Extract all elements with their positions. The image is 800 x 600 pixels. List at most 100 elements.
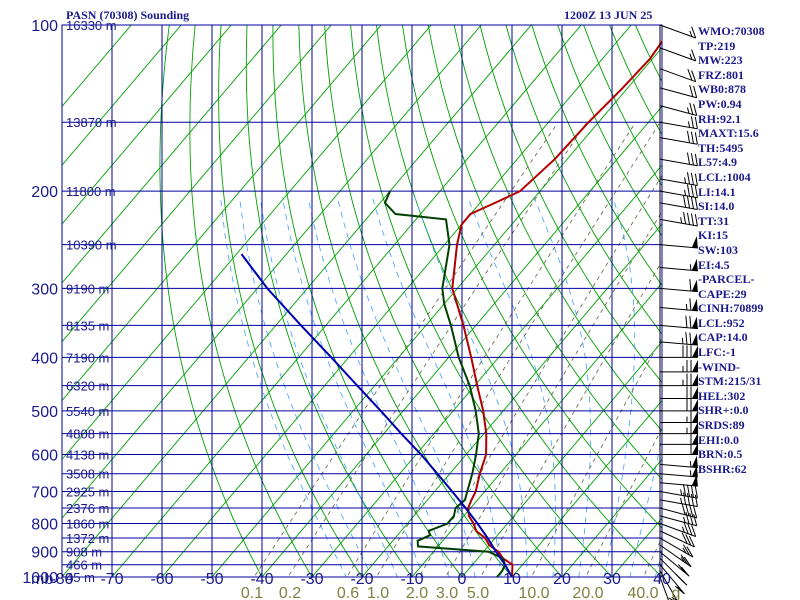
pressure-tick-label: 1000	[22, 570, 58, 587]
moist-adiabat	[414, 196, 528, 577]
index-line: SRDS:89	[698, 418, 745, 433]
isotherm	[62, 25, 532, 577]
mixing-ratio-label: 40.0	[627, 585, 658, 600]
isotherm	[62, 25, 332, 343]
temperature-tick-label: -80	[50, 571, 73, 588]
stability-indices: WMO:70308 TP:219 MW:223 FRZ:801 WB0:878 PW:0.…	[698, 24, 765, 476]
height-label: 16330 m	[66, 18, 117, 33]
mixing-ratio-line	[445, 210, 662, 577]
mixing-ratio-label: 10.0	[518, 585, 549, 600]
index-line: WB0:878	[698, 82, 746, 97]
wind-barb	[659, 130, 698, 145]
dry-adiabat	[505, 25, 662, 335]
temperature-tick-label: -40	[250, 571, 273, 588]
wind-barb	[660, 398, 698, 412]
temperature-tick-label: 40	[653, 571, 671, 588]
index-line: CAP:14.0	[698, 330, 748, 345]
wind-barb	[659, 84, 698, 99]
index-line: EI:4.5	[698, 257, 730, 272]
temperature-tick-label: -10	[400, 571, 423, 588]
moist-adiabat	[603, 196, 636, 577]
temperature-line	[451, 39, 662, 577]
wind-barb	[659, 102, 698, 116]
wind-barb	[659, 152, 698, 167]
dry-adiabat	[427, 25, 662, 481]
temperature-tick-label: 20	[553, 571, 571, 588]
isotherm	[62, 25, 382, 402]
index-line: LCL:952	[698, 315, 745, 330]
wind-barb	[660, 359, 698, 373]
index-line: BRN:0.5	[698, 447, 743, 462]
isotherm	[461, 341, 662, 577]
dry-adiabat	[324, 25, 563, 577]
wind-barb	[660, 373, 698, 387]
wind-barb	[660, 410, 698, 424]
height-label: 908 m	[66, 545, 102, 560]
mixing-ratio-label: 1.0	[367, 585, 389, 600]
isotherm	[111, 25, 582, 577]
wind-barb	[659, 258, 698, 272]
isotherm	[62, 25, 432, 461]
index-line: KI:15	[698, 228, 728, 243]
pressure-tick-label: 500	[31, 404, 58, 421]
height-label: 7190 m	[66, 350, 109, 365]
mixing-ratio-label: 20.0	[572, 585, 603, 600]
height-label: 13870 m	[66, 115, 117, 130]
index-line: SI:14.0	[698, 199, 735, 214]
wind-barb	[659, 68, 697, 83]
index-line: RH:92.1	[698, 111, 741, 126]
wind-barb	[659, 47, 697, 62]
height-label: 8135 m	[66, 318, 109, 333]
dry-adiabat	[376, 25, 662, 577]
height-label: 4808 m	[66, 427, 109, 442]
temperature-tick-label: -20	[350, 571, 373, 588]
dry-adiabat	[765, 25, 800, 589]
dry-adiabat	[531, 25, 662, 286]
wind-barb	[659, 576, 669, 600]
wind-barb	[660, 386, 698, 400]
moist-adiabat	[259, 197, 398, 577]
isotherm	[211, 46, 662, 577]
wind-barb	[659, 492, 698, 507]
wind-barb	[659, 315, 698, 330]
wind-barb	[659, 332, 698, 346]
height-label: 2376 m	[66, 501, 109, 516]
index-line: TT:31	[698, 213, 730, 228]
isotherm	[161, 25, 632, 577]
index-line: TP:219	[698, 38, 736, 53]
height-label: 5540 m	[66, 404, 109, 419]
wind-barb	[659, 465, 698, 478]
index-line: L57:4.9	[698, 155, 737, 170]
index-line: SHR+:0.0	[698, 403, 749, 418]
mixing-ratio-label: 2.0	[406, 585, 428, 600]
temperature-tick-label: -60	[150, 571, 173, 588]
height-label: 1860 m	[66, 517, 109, 532]
index-line: BSHR:62	[698, 461, 747, 476]
wind-barb	[659, 530, 695, 548]
dry-adiabat	[350, 25, 613, 577]
temperature-tick-label: -70	[100, 571, 123, 588]
index-line: WMO:70308	[698, 24, 765, 38]
wind-barb	[659, 544, 692, 568]
series-layer	[240, 39, 662, 577]
plot-border	[61, 24, 663, 578]
index-line: CAPE:29	[698, 286, 747, 301]
index-line: FRZ:801	[698, 67, 744, 82]
index-line: TH:5495	[698, 140, 744, 155]
isotherm	[411, 282, 662, 577]
height-label: 10390 m	[66, 238, 117, 253]
index-line: -WIND-	[698, 359, 740, 374]
wind-barb	[659, 557, 688, 586]
temperature-tick-label: -50	[200, 571, 223, 588]
pressure-tick-label: 700	[31, 484, 58, 501]
isotherm	[361, 223, 662, 577]
dry-adiabat	[791, 25, 800, 589]
index-line: LI:14.1	[698, 184, 736, 199]
height-label: 466 m	[66, 558, 102, 573]
wind-barb	[659, 455, 698, 469]
height-label: 45 m	[66, 570, 95, 585]
wind-barb	[659, 298, 698, 312]
moist-adiabat	[307, 197, 450, 577]
